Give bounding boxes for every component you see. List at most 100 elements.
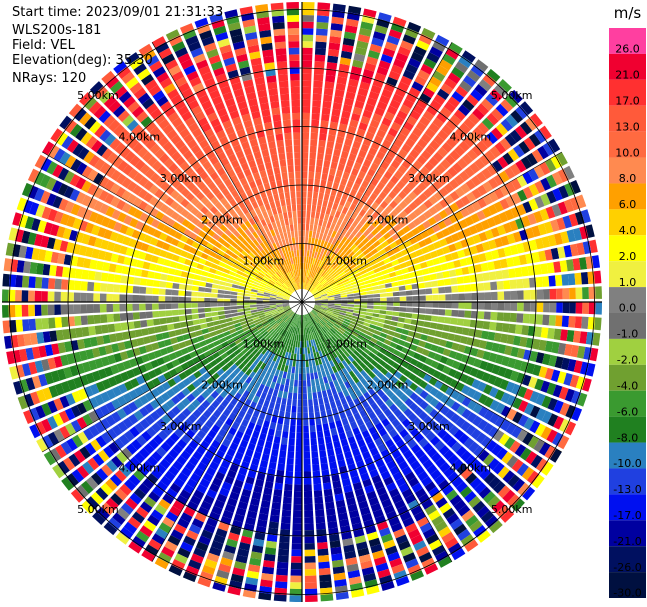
- velocity-gate: [459, 486, 473, 498]
- velocity-gate: [491, 364, 501, 375]
- velocity-gate: [171, 405, 181, 416]
- velocity-gate: [273, 436, 281, 444]
- velocity-gate: [252, 283, 260, 288]
- velocity-gate: [329, 328, 336, 334]
- velocity-gate: [319, 456, 328, 464]
- velocity-gate: [348, 233, 355, 241]
- velocity-gate: [398, 482, 410, 493]
- velocity-gate: [284, 307, 291, 311]
- velocity-gate: [275, 255, 281, 263]
- velocity-gate: [360, 298, 368, 302]
- velocity-gate: [355, 337, 363, 344]
- velocity-gate: [302, 282, 304, 290]
- velocity-gate: [388, 190, 397, 200]
- velocity-gate: [334, 295, 341, 299]
- velocity-gate: [422, 87, 435, 99]
- velocity-gate: [526, 152, 538, 166]
- velocity-gate: [35, 318, 43, 330]
- velocity-gate: [85, 372, 95, 384]
- velocity-gate: [74, 315, 82, 326]
- velocity-gate: [179, 277, 187, 284]
- velocity-gate: [466, 149, 478, 161]
- velocity-gate: [424, 394, 434, 404]
- velocity-gate: [338, 369, 345, 378]
- velocity-gate: [58, 410, 70, 424]
- velocity-gate: [54, 278, 62, 290]
- velocity-gate: [457, 249, 466, 259]
- velocity-gate: [409, 271, 417, 278]
- velocity-gate: [335, 136, 345, 145]
- velocity-gate: [204, 558, 218, 569]
- velocity-gate: [499, 137, 512, 151]
- velocity-gate: [353, 161, 362, 171]
- velocity-gate: [439, 355, 449, 365]
- velocity-gate: [54, 383, 65, 396]
- velocity-gate: [272, 249, 278, 257]
- velocity-gate: [427, 351, 436, 359]
- velocity-gate: [188, 331, 197, 339]
- velocity-gate: [381, 88, 393, 99]
- velocity-gate: [423, 274, 431, 282]
- velocity-gate: [209, 331, 217, 338]
- velocity-gate: [375, 205, 384, 214]
- velocity-gate: [298, 386, 302, 394]
- velocity-gate: [392, 349, 401, 357]
- velocity-gate: [268, 461, 277, 470]
- velocity-gate: [428, 329, 436, 337]
- velocity-gate: [488, 426, 499, 439]
- velocity-gate: [541, 410, 553, 424]
- velocity-gate: [125, 303, 133, 312]
- velocity-gate: [354, 357, 362, 365]
- velocity-gate: [399, 403, 409, 413]
- velocity-gate: [444, 286, 452, 293]
- velocity-gate: [392, 93, 404, 104]
- velocity-gate: [311, 310, 317, 316]
- velocity-gate: [284, 351, 289, 359]
- velocity-gate: [347, 293, 354, 297]
- velocity-gate: [246, 318, 254, 324]
- velocity-gate: [462, 99, 475, 112]
- velocity-gate: [393, 332, 402, 339]
- velocity-gate: [92, 453, 105, 467]
- velocity-gate: [71, 434, 84, 448]
- velocity-gate: [352, 375, 360, 384]
- velocity-gate: [314, 238, 319, 246]
- velocity-gate: [234, 415, 243, 425]
- velocity-gate: [220, 323, 228, 329]
- velocity-gate: [94, 237, 103, 248]
- velocity-gate: [246, 174, 254, 183]
- velocity-gate: [208, 546, 222, 557]
- velocity-gate: [455, 481, 468, 493]
- velocity-gate: [516, 278, 524, 289]
- velocity-gate: [304, 569, 317, 576]
- velocity-gate: [232, 375, 241, 384]
- velocity-gate: [289, 582, 302, 589]
- velocity-gate: [242, 273, 250, 279]
- velocity-gate: [209, 250, 217, 258]
- velocity-gate: [6, 350, 15, 365]
- velocity-gate: [182, 377, 192, 387]
- velocity-gate: [289, 346, 293, 354]
- velocity-gate: [363, 519, 375, 529]
- velocity-gate: [181, 407, 192, 418]
- velocity-gate: [422, 327, 430, 335]
- velocity-gate: [160, 181, 170, 192]
- velocity-gate: [495, 270, 503, 280]
- velocity-gate: [329, 168, 337, 176]
- velocity-gate: [504, 345, 513, 356]
- velocity-gate: [595, 302, 602, 315]
- velocity-gate: [438, 59, 453, 71]
- velocity-gate: [233, 249, 241, 256]
- velocity-gate: [70, 405, 82, 418]
- velocity-gate: [217, 107, 228, 118]
- velocity-gate: [111, 455, 123, 468]
- velocity-gate: [264, 310, 271, 315]
- velocity-gate: [316, 430, 324, 439]
- velocity-gate: [89, 383, 100, 395]
- velocity-gate: [582, 377, 592, 392]
- velocity-gate: [399, 307, 407, 312]
- velocity-gate: [18, 214, 29, 228]
- velocity-gate: [332, 263, 339, 270]
- velocity-gate: [365, 198, 374, 207]
- velocity-gate: [93, 105, 107, 119]
